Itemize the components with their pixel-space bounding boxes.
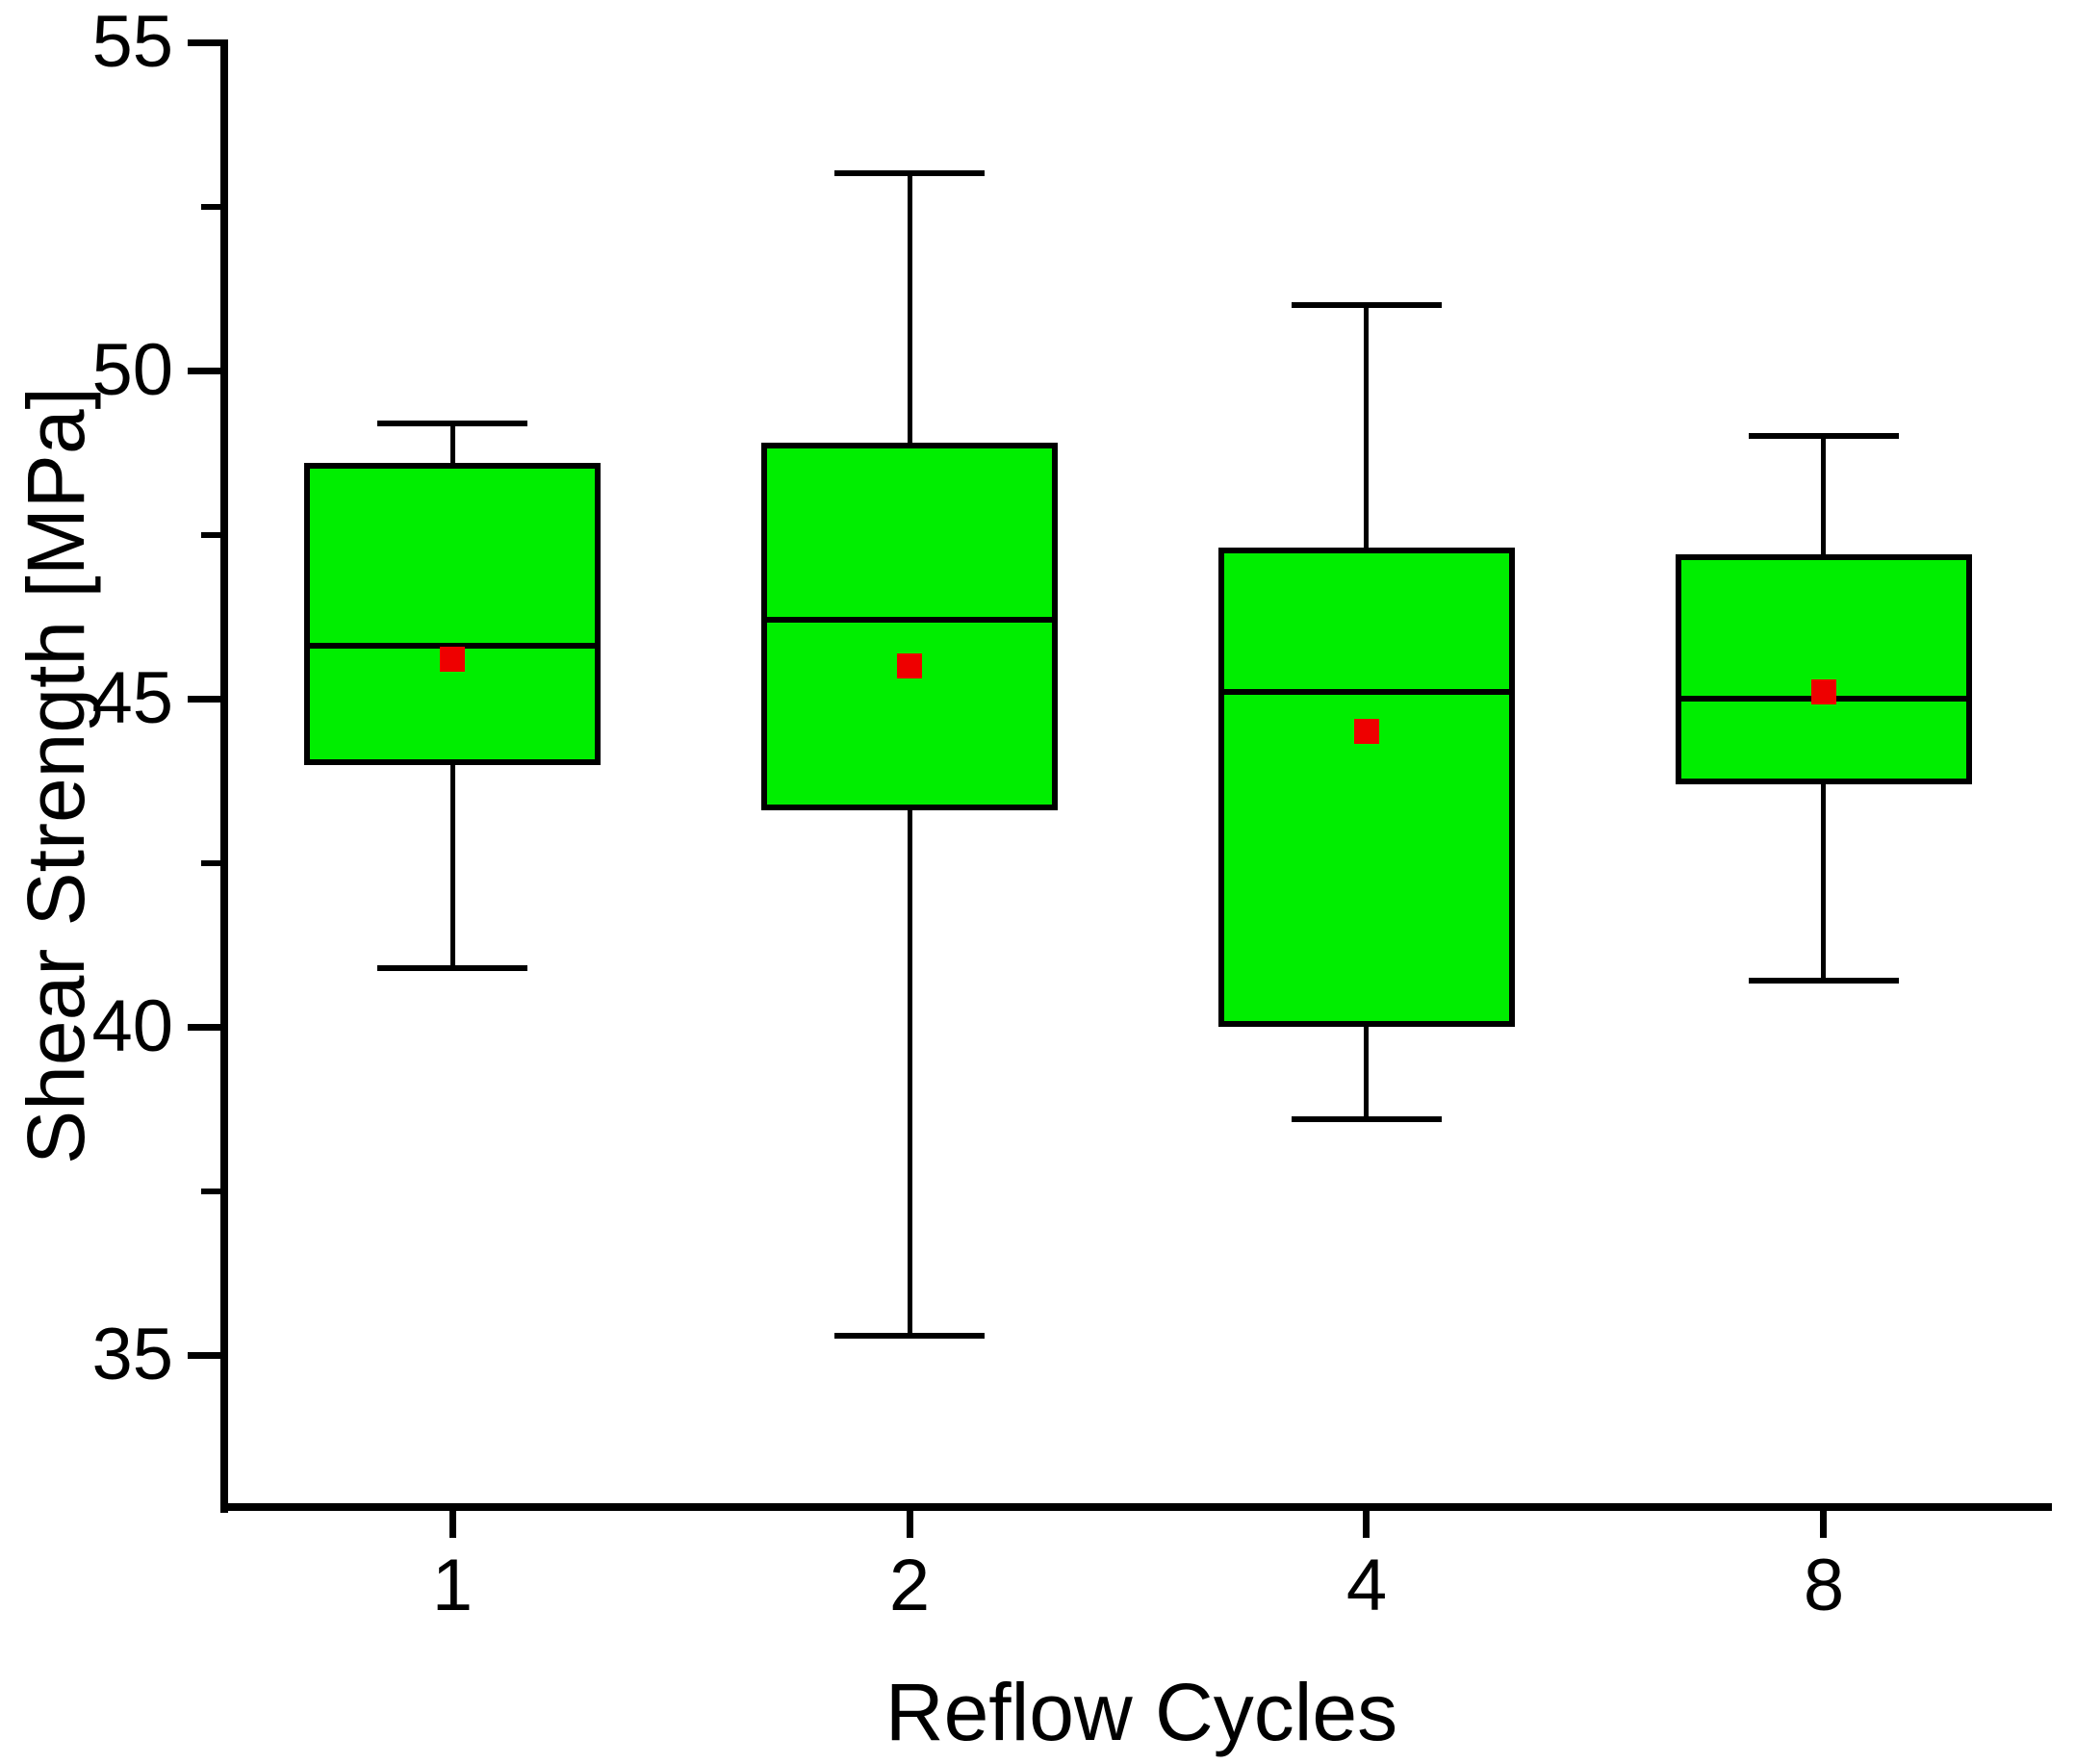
y-major-tick xyxy=(188,39,224,46)
whisker-lower-cap xyxy=(834,1333,985,1339)
x-major-tick xyxy=(907,1511,913,1538)
mean-marker xyxy=(1811,679,1836,704)
y-tick-label: 35 xyxy=(91,1314,173,1395)
y-axis-line xyxy=(220,39,228,1513)
x-major-tick xyxy=(1820,1511,1827,1538)
x-major-tick xyxy=(449,1511,456,1538)
y-tick-label: 45 xyxy=(91,657,173,739)
whisker-lower-cap xyxy=(1749,978,1899,984)
y-major-tick xyxy=(188,1352,224,1359)
y-minor-tick xyxy=(201,860,224,866)
x-axis-line xyxy=(220,1503,2052,1511)
median-line xyxy=(761,617,1058,623)
whisker-upper-stem xyxy=(1821,436,1826,554)
whisker-upper-cap xyxy=(377,421,527,426)
x-tick-label: 4 xyxy=(1345,1545,1388,1626)
y-minor-tick xyxy=(201,532,224,538)
y-major-tick xyxy=(188,368,224,374)
whisker-upper-stem xyxy=(908,173,912,443)
median-line xyxy=(1218,689,1515,695)
whisker-upper-cap xyxy=(1292,302,1442,308)
y-axis-title: Shear Strength [MPa] xyxy=(11,387,101,1164)
whisker-upper-stem xyxy=(1364,305,1369,548)
mean-marker xyxy=(440,647,465,672)
x-tick-label: 2 xyxy=(888,1545,931,1626)
y-major-tick xyxy=(188,696,224,703)
x-tick-label: 1 xyxy=(431,1545,474,1626)
y-minor-tick xyxy=(201,204,224,210)
y-major-tick xyxy=(188,1024,224,1031)
whisker-lower-cap xyxy=(1292,1116,1442,1122)
whisker-lower-stem xyxy=(1364,1027,1369,1118)
y-minor-tick xyxy=(201,1189,224,1194)
y-tick-label: 55 xyxy=(91,1,173,83)
box-iqr xyxy=(1676,554,1972,784)
x-major-tick xyxy=(1363,1511,1370,1538)
box-iqr xyxy=(761,443,1058,810)
y-tick-label: 40 xyxy=(91,985,173,1067)
y-tick-label: 50 xyxy=(91,329,173,411)
mean-marker xyxy=(897,653,922,678)
whisker-upper-cap xyxy=(1749,433,1899,439)
box-iqr xyxy=(304,463,601,765)
whisker-lower-stem xyxy=(908,810,912,1336)
whisker-upper-stem xyxy=(450,423,455,463)
whisker-lower-cap xyxy=(377,965,527,971)
mean-marker xyxy=(1354,719,1379,744)
x-axis-title: Reflow Cycles xyxy=(884,1667,1398,1757)
whisker-lower-stem xyxy=(450,764,455,967)
median-line xyxy=(304,643,601,649)
box-iqr xyxy=(1218,548,1515,1027)
whisker-upper-cap xyxy=(834,170,985,176)
whisker-lower-stem xyxy=(1821,784,1826,982)
x-tick-label: 8 xyxy=(1803,1545,1845,1626)
